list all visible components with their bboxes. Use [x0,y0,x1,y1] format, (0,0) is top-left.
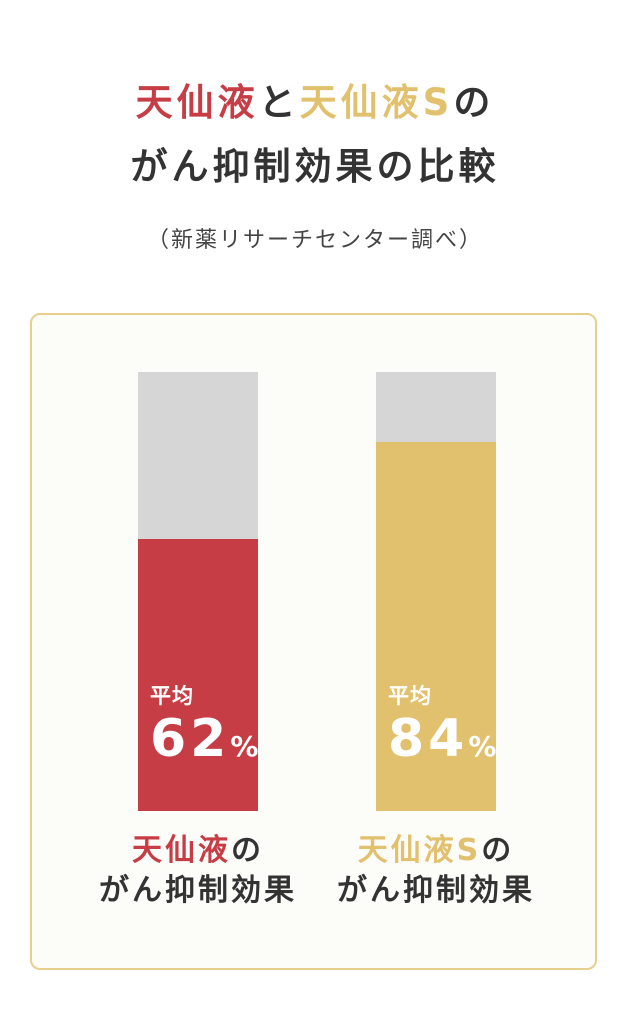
title-product-1: 天仙液 [135,81,259,124]
category-name-2: 天仙液S [357,833,482,868]
bar-value-label-1: 平均 62% [150,684,259,766]
category-label-2: 天仙液Sの がん抑制効果 [306,836,566,906]
chart-title-line1: 天仙液と天仙液Sの [0,84,630,121]
bar-value-2: 84 [388,709,469,769]
category-name-1: 天仙液 [132,833,231,868]
bar-value-label-2: 平均 84% [388,684,497,766]
chart-title-line2: がん抑制効果の比較 [130,145,500,188]
category-label-1: 天仙液の がん抑制効果 [68,836,328,906]
title-particle: の [453,81,495,124]
bar-unit-2: % [468,730,497,763]
title-connector: と [258,81,300,124]
bar-track-2: 平均 84% [376,372,496,811]
bar-unit-1: % [230,730,259,763]
category-line2-1: がん抑制効果 [99,873,297,908]
bar-fill-2 [376,442,496,811]
avg-label-2: 平均 [388,684,432,708]
bar-fill-1 [138,538,258,811]
category-particle-1: の [231,833,264,868]
bar-track-1: 平均 62% [138,372,258,811]
chart-panel [30,313,597,970]
bar-value-1: 62 [150,709,231,769]
source-note: （新薬リサーチセンター調べ） [146,228,483,253]
title-product-2: 天仙液S [299,81,454,124]
avg-label-1: 平均 [150,684,194,708]
category-particle-2: の [481,833,515,868]
category-line2-2: がん抑制効果 [337,873,535,908]
